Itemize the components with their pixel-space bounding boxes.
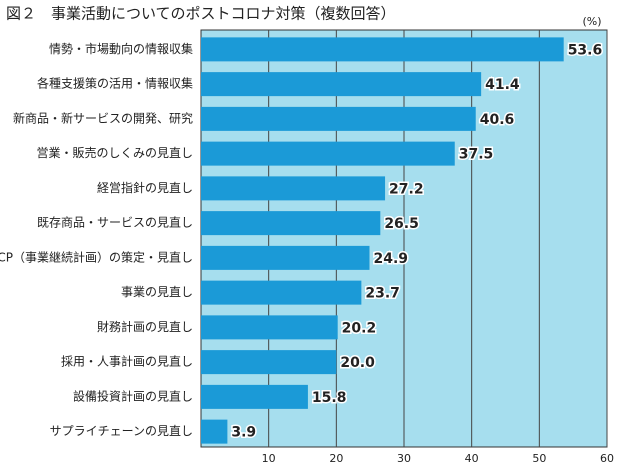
bar: [201, 72, 482, 97]
bar: [201, 211, 381, 236]
unit-label: (%): [582, 15, 601, 28]
x-tick-label: 40: [465, 452, 479, 465]
value-label: 37.5: [459, 147, 494, 163]
category-label: 事業の見直し: [121, 285, 193, 299]
bar: [201, 245, 370, 270]
bar: [201, 315, 338, 340]
category-label: 各種支援策の活用・情報収集: [37, 76, 193, 91]
bar: [201, 350, 337, 375]
bar: [201, 384, 308, 409]
x-tick-label: 60: [600, 452, 614, 465]
bar: [201, 37, 564, 62]
x-tick-label: 50: [532, 452, 546, 465]
value-label: 23.7: [365, 286, 400, 302]
value-label: 27.2: [389, 181, 424, 197]
category-label: 財務計画の見直し: [97, 319, 193, 334]
x-tick-label: 10: [262, 452, 276, 465]
category-label: 情勢・市場動向の情報収集: [49, 41, 193, 56]
category-label: BCP（事業継続計画）の策定・見直し: [0, 249, 193, 264]
category-label: 既存商品・サービスの見直し: [37, 215, 193, 230]
value-label: 26.5: [384, 216, 419, 232]
bar: [201, 280, 362, 305]
x-tick-label: 30: [397, 452, 411, 465]
category-label: 採用・人事計画の見直し: [61, 354, 193, 369]
category-label: 経営指針の見直し: [97, 180, 193, 195]
bar: [201, 106, 476, 131]
value-label: 40.6: [480, 112, 515, 128]
category-label: 新商品・新サービスの開発、研究: [13, 110, 193, 125]
category-label: 営業・販売のしくみの見直し: [37, 145, 193, 160]
value-label: 41.4: [485, 77, 520, 93]
value-label: 15.8: [312, 390, 347, 406]
value-label: 53.6: [568, 42, 603, 58]
value-label: 3.9: [231, 425, 256, 441]
bar: [201, 419, 228, 444]
value-label: 20.0: [340, 355, 375, 371]
value-label: 20.2: [342, 320, 377, 336]
category-label: サプライチェーンの見直し: [50, 424, 193, 438]
x-tick-label: 20: [329, 452, 343, 465]
category-label: 設備投資計画の見直し: [73, 388, 193, 403]
bar: [201, 141, 455, 166]
value-label: 24.9: [373, 251, 408, 267]
chart-title: 図２ 事業活動についてのポストコロナ対策（複数回答）: [6, 5, 396, 23]
bar: [201, 176, 386, 201]
